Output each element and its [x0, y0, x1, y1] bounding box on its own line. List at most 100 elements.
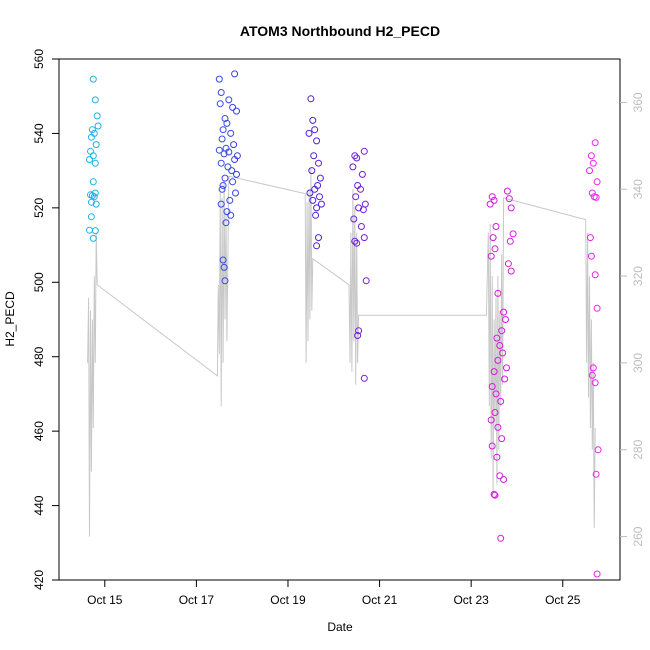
- data-point: [349, 163, 357, 171]
- data-point: [492, 390, 500, 398]
- data-point: [506, 237, 514, 245]
- data-point: [89, 234, 97, 242]
- data-point: [488, 193, 496, 201]
- data-point: [498, 435, 506, 443]
- data-point: [308, 167, 316, 175]
- data-point: [593, 178, 601, 186]
- data-point: [587, 152, 595, 160]
- data-point: [223, 119, 231, 127]
- data-point: [592, 193, 600, 201]
- data-point: [355, 204, 363, 212]
- data-point: [494, 289, 502, 297]
- data-point: [218, 135, 226, 143]
- y2-tick-label: 260: [631, 526, 645, 546]
- y-tick-label: 440: [32, 495, 46, 515]
- x-tick-label: Oct 25: [545, 593, 581, 607]
- data-point: [227, 129, 235, 137]
- line-series-layer: [87, 167, 596, 537]
- data-point: [223, 208, 231, 216]
- data-point: [91, 227, 99, 235]
- y-tick-label: 560: [32, 49, 46, 69]
- y-axis-label: H2_PECD: [3, 291, 17, 347]
- data-point: [358, 170, 366, 178]
- data-point: [353, 154, 361, 162]
- data-point: [315, 159, 322, 167]
- data-point: [357, 223, 365, 230]
- data-point: [359, 206, 367, 214]
- x-tick-label: Oct 23: [453, 593, 489, 607]
- data-point: [91, 96, 99, 104]
- x-tick-label: Oct 21: [362, 593, 398, 607]
- data-point: [228, 167, 236, 175]
- data-point: [594, 446, 602, 454]
- data-point: [305, 129, 313, 137]
- data-point: [492, 223, 500, 230]
- data-point: [220, 150, 228, 158]
- data-point: [507, 267, 515, 275]
- y2-tick-label: 320: [631, 266, 645, 286]
- data-point: [316, 174, 324, 182]
- data-point: [592, 470, 600, 478]
- data-point: [360, 234, 368, 242]
- data-point: [491, 409, 499, 416]
- data-point: [93, 112, 101, 120]
- data-point: [215, 75, 223, 83]
- data-point: [89, 75, 97, 83]
- data-point: [500, 476, 508, 483]
- data-point: [351, 152, 359, 160]
- data-point: [491, 245, 499, 253]
- y2-tick-label: 360: [631, 92, 645, 112]
- data-point: [350, 215, 358, 223]
- data-point: [313, 242, 321, 250]
- x-tick-label: Oct 15: [87, 593, 123, 607]
- data-point: [233, 107, 240, 115]
- data-point: [87, 133, 95, 141]
- chart-title: ATOM3 Northbound H2_PECD: [240, 23, 440, 39]
- data-point: [493, 334, 501, 342]
- data-point: [216, 100, 224, 108]
- data-point: [491, 491, 499, 499]
- data-point: [229, 178, 237, 186]
- data-point: [591, 271, 599, 279]
- y-tick-label: 520: [32, 198, 46, 218]
- data-point: [496, 472, 504, 480]
- data-point: [486, 200, 494, 208]
- data-point: [593, 304, 601, 312]
- data-point: [224, 163, 232, 171]
- y-axis-left: 420 440 460 480 500 520 540 560: [32, 49, 59, 590]
- data-point: [313, 204, 321, 212]
- data-point: [307, 95, 315, 103]
- data-point: [225, 148, 233, 156]
- data-point: [507, 204, 515, 212]
- data-point: [494, 423, 502, 431]
- data-point: [233, 170, 240, 178]
- data-point: [352, 193, 360, 201]
- data-point: [503, 187, 511, 195]
- data-point: [313, 137, 321, 145]
- data-point: [490, 368, 498, 376]
- data-point: [310, 152, 318, 160]
- data-point: [221, 174, 229, 182]
- data-point: [586, 167, 593, 175]
- data-point: [496, 342, 504, 349]
- data-point: [498, 327, 506, 335]
- x-axis: Oct 15 Oct 17 Oct 19 Oct 21 Oct 23 Oct 25: [87, 580, 581, 607]
- data-point: [589, 364, 597, 372]
- y-tick-label: 460: [32, 421, 46, 441]
- data-point: [311, 126, 319, 134]
- data-point: [501, 375, 509, 383]
- data-point: [306, 189, 314, 197]
- data-point: [488, 383, 496, 390]
- data-point: [586, 234, 594, 242]
- data-point: [489, 234, 497, 242]
- data-point: [219, 256, 227, 264]
- data-point: [593, 570, 601, 578]
- data-point: [309, 196, 317, 204]
- data-point: [229, 103, 237, 111]
- data-point: [589, 159, 597, 167]
- data-point: [509, 230, 517, 238]
- data-point: [94, 122, 102, 130]
- data-point: [588, 189, 596, 197]
- data-point: [92, 141, 100, 149]
- data-point: [312, 211, 320, 219]
